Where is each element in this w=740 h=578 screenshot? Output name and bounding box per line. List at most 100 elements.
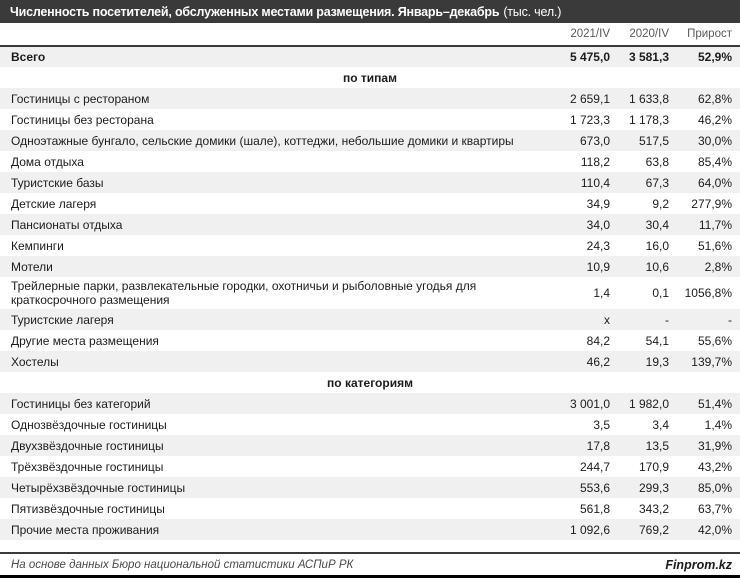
row-value-2020: 67,3 <box>614 172 673 193</box>
row-value-2021: 34,0 <box>549 214 614 235</box>
table-body: Всего 5 475,0 3 581,3 52,9% по типам Гостиниц… <box>0 46 740 540</box>
row-value-growth: 42,0% <box>673 519 740 540</box>
page-title: Численность посетителей, обслуженных мес… <box>10 4 500 19</box>
row-label: Хостелы <box>0 351 549 372</box>
row-value-2021: 553,6 <box>549 477 614 498</box>
row-value-2020: 30,4 <box>614 214 673 235</box>
row-value-2020: 343,2 <box>638 501 669 516</box>
table-row: Двухзвёздочные гостиницы 17,8 13,5 31,9% <box>0 435 740 456</box>
row-value-2021: 34,9 <box>586 196 610 211</box>
data-table: 2021/IV 2020/IV Прирост Всего 5 475,0 3 58… <box>0 23 740 540</box>
row-value-2021: 3 001,0 <box>549 393 614 414</box>
row-value-2020: 13,5 <box>614 435 673 456</box>
row-value-growth: 51,4% <box>673 393 740 414</box>
row-value-2021: 10,9 <box>549 256 614 277</box>
row-label: Трёхзвёздочные гостиницы <box>11 459 164 474</box>
row-value-2020: 9,2 <box>652 196 669 211</box>
brand-link[interactable]: Finprom.kz <box>665 557 732 572</box>
row-label: Четырёхзвёздочные гостиницы <box>0 477 549 498</box>
section-header-label: по категориям <box>0 372 740 393</box>
row-label: Трейлерные парки, развлекательные городк… <box>11 279 477 307</box>
table-row: Гостиницы с рестораном 2 659,1 1 633,8 62,8… <box>0 88 740 109</box>
row-value-2021: x <box>549 309 614 330</box>
row-label: Мотели <box>0 256 549 277</box>
page-title-units: (тыс. чел.) <box>503 4 562 19</box>
table-row: Четырёхзвёздочные гостиницы 553,6 299,3 85,… <box>0 477 740 498</box>
row-value-2021: 110,4 <box>549 172 614 193</box>
row-value-growth: 2,8% <box>673 256 740 277</box>
row-value-2021: 24,3 <box>586 238 610 253</box>
row-value-growth: 31,9% <box>673 435 740 456</box>
row-value-2020: 10,6 <box>614 256 673 277</box>
row-value-growth: 64,0% <box>673 172 740 193</box>
row-value-2020: 170,9 <box>638 459 669 474</box>
row-value-growth: 1056,8% <box>684 286 732 300</box>
row-value-2021: 561,8 <box>579 501 610 516</box>
row-label: Детские лагеря <box>11 196 97 211</box>
table-row: Трёхзвёздочные гостиницы 244,7 170,9 43,2% <box>0 456 740 477</box>
row-label: Дома отдыха <box>11 154 84 169</box>
row-value-2020: 1 982,0 <box>614 393 673 414</box>
row-value-2021: 2 659,1 <box>549 88 614 109</box>
bottom-accent-bar <box>0 575 740 578</box>
row-label: Кемпинги <box>11 238 64 253</box>
row-value-growth: 1,4% <box>704 417 732 432</box>
row-label: Всего <box>0 46 549 67</box>
row-value-growth: 277,9% <box>691 196 732 211</box>
footer: На основе данных Бюро национальной стати… <box>0 552 740 575</box>
row-value-growth: - <box>673 309 740 330</box>
row-value-2020: 1 178,3 <box>628 112 669 127</box>
table-row: Дома отдыха 118,2 63,8 85,4% <box>0 151 740 172</box>
column-header-2020: 2020/IV <box>629 28 669 40</box>
row-value-growth: 63,7% <box>697 501 732 516</box>
table-row: Трейлерные парки, развлекательные городк… <box>0 277 740 309</box>
column-header-growth: Прирост <box>687 28 732 40</box>
row-value-2021: 673,0 <box>549 130 614 151</box>
table-row: Одноэтажные бунгало, сельские домики (ша… <box>0 130 740 151</box>
row-value-2021: 84,2 <box>586 333 610 348</box>
row-label: Гостиницы без категорий <box>0 393 549 414</box>
row-value-2020: 63,8 <box>645 154 669 169</box>
table-row: Гостиницы без ресторана 1 723,3 1 178,3 46,… <box>0 109 740 130</box>
row-value-2020: 0,1 <box>652 286 669 300</box>
row-value-growth: 46,2% <box>697 112 732 127</box>
table-row: Туристские лагеря x - - <box>0 309 740 330</box>
row-value-2021: 17,8 <box>549 435 614 456</box>
row-value-growth: 43,2% <box>697 459 732 474</box>
row-value-2021: 244,7 <box>579 459 610 474</box>
row-value-2021: 1 723,3 <box>569 112 610 127</box>
row-label: Пятизвёздочные гостиницы <box>11 501 165 516</box>
row-label: Гостиницы с рестораном <box>0 88 549 109</box>
row-value-2020: 19,3 <box>614 351 673 372</box>
table-row: Мотели 10,9 10,6 2,8% <box>0 256 740 277</box>
section-header-row: по типам <box>0 67 740 88</box>
row-value-growth: 139,7% <box>673 351 740 372</box>
row-value-growth: 85,4% <box>697 154 732 169</box>
table-row: Детские лагеря 34,9 9,2 277,9% <box>0 193 740 214</box>
row-value-2021: 5 475,0 <box>549 46 614 67</box>
row-value-2021: 118,2 <box>580 154 610 169</box>
table-row: Туристские базы 110,4 67,3 64,0% <box>0 172 740 193</box>
row-value-growth: 52,9% <box>673 46 740 67</box>
row-value-2020: 517,5 <box>614 130 673 151</box>
table-row: Пятизвёздочные гостиницы 561,8 343,2 63,7% <box>0 498 740 519</box>
row-label: Туристские базы <box>0 172 549 193</box>
row-value-2020: 769,2 <box>614 519 673 540</box>
title-bar: Численность посетителей, обслуженных мес… <box>0 0 740 23</box>
row-label: Другие места размещения <box>11 333 159 348</box>
table-row: Однозвёздочные гостиницы 3,5 3,4 1,4% <box>0 414 740 435</box>
row-value-2020: 3,4 <box>652 417 669 432</box>
row-value-2021: 1 092,6 <box>549 519 614 540</box>
table-row: Другие места размещения 84,2 54,1 55,6% <box>0 330 740 351</box>
row-value-growth: 55,6% <box>697 333 732 348</box>
section-header-row: по категориям <box>0 372 740 393</box>
row-label: Пансионаты отдыха <box>0 214 549 235</box>
row-label: Одноэтажные бунгало, сельские домики (ша… <box>0 130 549 151</box>
table-row: Прочие места проживания 1 092,6 769,2 42,0% <box>0 519 740 540</box>
column-header-row: 2021/IV 2020/IV Прирост <box>0 23 740 46</box>
column-header-empty <box>0 23 549 46</box>
table-row: Гостиницы без категорий 3 001,0 1 982,0 51,… <box>0 393 740 414</box>
row-value-2020: 3 581,3 <box>614 46 673 67</box>
row-label: Туристские лагеря <box>0 309 549 330</box>
